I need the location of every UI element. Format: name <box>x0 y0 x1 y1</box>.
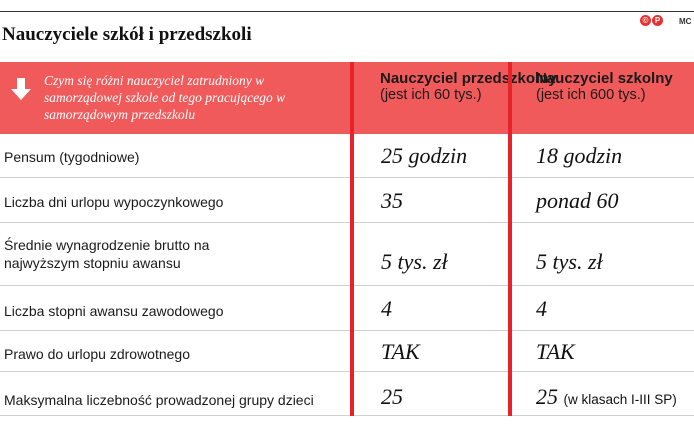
table-row: Średnie wynagrodzenie brutto na najwyższ… <box>0 223 694 286</box>
row-divider <box>0 285 694 286</box>
row-label: Liczba dni urlopu wypoczynkowego <box>4 194 224 210</box>
row-label: Pensum (tygodniowe) <box>4 149 140 165</box>
table-row: Liczba stopni awansu zawodowego 4 4 <box>0 286 694 331</box>
school-value: 25 (w klasach I-III SP) <box>536 384 677 410</box>
row-label: Maksymalna liczebność prowadzonej grupy … <box>4 392 314 408</box>
page-title: Nauczyciele szkół i przedszkoli <box>2 24 252 45</box>
column-header-preschool: Nauczyciel przedszkolny (jest ich 60 tys… <box>380 70 557 104</box>
row-label: Prawo do urlopu zdrowotnego <box>4 346 191 362</box>
column-divider-red <box>508 62 512 416</box>
row-divider <box>0 177 694 178</box>
preschool-value: 25 godzin <box>381 143 468 168</box>
school-value: ponad 60 <box>536 188 619 213</box>
preschool-value: 5 tys. zł <box>381 249 448 274</box>
row-divider <box>0 330 694 331</box>
column-title: Nauczyciel przedszkolny <box>380 70 557 87</box>
top-rule <box>0 11 694 12</box>
table-row: Prawo do urlopu zdrowotnego TAK TAK <box>0 331 694 372</box>
preschool-value: 4 <box>381 296 392 321</box>
column-subtitle: (jest ich 600 tys.) <box>536 87 646 103</box>
column-header-school: Nauczyciel szkolny (jest ich 600 tys.) <box>536 70 673 104</box>
school-value: 5 tys. zł <box>536 249 603 274</box>
school-value-note: (w klasach I-III SP) <box>563 392 677 407</box>
column-subtitle: (jest ich 60 tys.) <box>380 87 482 103</box>
column-title: Nauczyciel szkolny <box>536 70 673 87</box>
school-value-number: 25 <box>536 384 558 409</box>
table-row: Liczba dni urlopu wypoczynkowego 35 pona… <box>0 178 694 223</box>
row-divider <box>0 371 694 372</box>
school-value: 18 godzin <box>536 143 623 168</box>
comparison-question: Czym się różni nauczyciel zatrudniony w … <box>44 73 286 122</box>
table-row: Maksymalna liczebność prowadzonej grupy … <box>0 372 694 416</box>
row-label: Liczba stopni awansu zawodowego <box>4 303 224 319</box>
school-value: 4 <box>536 296 547 321</box>
preschool-value: TAK <box>381 339 420 364</box>
preschool-value: 35 <box>381 188 403 213</box>
copyright-icon: © <box>640 15 651 26</box>
row-divider <box>0 415 694 416</box>
row-divider <box>0 222 694 223</box>
p-logo-icon: P <box>652 15 663 26</box>
table-header: Czym się różni nauczyciel zatrudniony w … <box>0 62 694 134</box>
arrow-down-icon <box>11 78 31 100</box>
row-label: Średnie wynagrodzenie brutto na najwyższ… <box>4 237 210 271</box>
column-divider-red <box>350 62 354 416</box>
preschool-value: 25 <box>381 384 403 409</box>
table-row: Pensum (tygodniowe) 25 godzin 18 godzin <box>0 134 694 178</box>
publisher-logo: © P <box>640 15 663 26</box>
school-value: TAK <box>536 339 575 364</box>
author-initials: MC <box>679 17 692 26</box>
